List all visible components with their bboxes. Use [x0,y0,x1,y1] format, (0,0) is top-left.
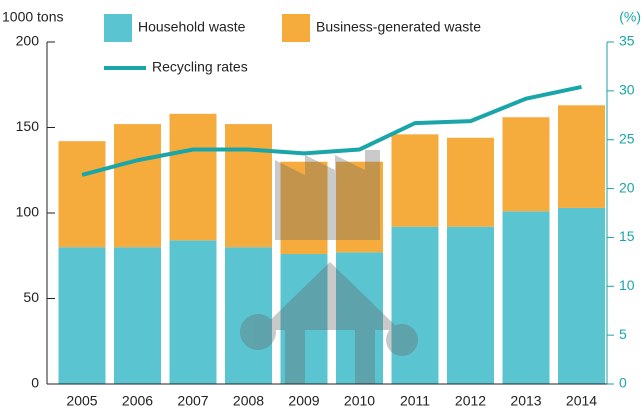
x-tick-label: 2005 [66,393,97,408]
factory-icon [275,150,380,240]
bar [336,252,383,384]
y2-axis-label: (%) [619,9,641,25]
x-tick-label: 2013 [510,393,541,408]
bar [280,161,328,255]
tree-icon [386,324,418,356]
x-tick-label: 2007 [177,393,208,408]
y-tick-label: 200 [16,33,40,49]
house-icon [260,262,400,384]
y2-tick-label: 20 [619,179,635,195]
bar [391,226,439,384]
y2-tick-label: 5 [619,326,627,342]
bar [169,113,217,241]
bar [447,226,494,384]
y-axis-label: 1000 tons [2,9,64,25]
legend-swatch [282,14,310,42]
bar [225,124,272,248]
bar [280,254,328,384]
decoration [240,150,418,384]
bar [502,117,550,212]
bar [336,161,383,253]
bar [447,137,494,227]
x-tick-label: 2010 [344,393,375,408]
x-tick-label: 2011 [400,393,430,408]
y2-tick-label: 35 [619,33,635,49]
x-tick-label: 2014 [566,393,597,408]
bar [502,211,550,384]
x-tick-label: 2009 [288,393,319,408]
bar [558,207,605,384]
y2-tick-label: 15 [619,228,635,244]
bar [169,240,217,384]
bar [391,134,439,227]
y2-tick-label: 30 [619,82,635,98]
legend-swatch [104,14,132,42]
y-tick-label: 100 [16,204,40,220]
bar [114,124,161,248]
y2-tick-label: 25 [619,130,635,146]
bar [225,247,272,384]
bar [58,141,106,248]
y2-tick-label: 0 [619,375,627,391]
tree-icon [240,314,276,350]
legend-label: Business-generated waste [316,19,481,35]
line [81,84,582,177]
y-tick-label: 50 [23,289,39,305]
legend-label: Recycling rates [152,59,248,75]
x-tick-label: 2012 [455,393,486,408]
bar [558,105,605,208]
x-tick-label: 2006 [122,393,153,408]
bar [58,247,106,384]
y-tick-label: 0 [31,375,39,391]
legend-label: Household waste [138,19,246,35]
y2-tick-label: 10 [619,277,635,293]
bar [114,247,161,384]
y-tick-label: 150 [16,118,40,134]
x-tick-label: 2008 [233,393,264,408]
